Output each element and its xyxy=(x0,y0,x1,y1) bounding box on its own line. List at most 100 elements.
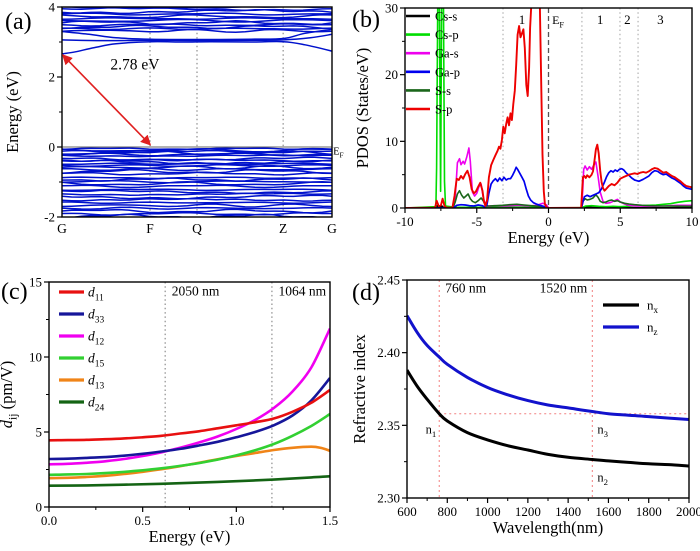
panel-a-label: (a) xyxy=(5,9,32,35)
series-nz xyxy=(407,314,689,421)
kpoint-label-q: Q xyxy=(192,221,202,236)
y-tick-label: 2.35 xyxy=(377,418,400,433)
y-tick-label: 2.40 xyxy=(377,345,400,360)
band-line xyxy=(62,208,332,214)
kpoint-label-z: Z xyxy=(279,221,287,236)
band-line xyxy=(62,171,332,176)
legend-label-d24: d24 xyxy=(88,395,104,414)
x-tick-label: 1000 xyxy=(475,504,501,519)
band-line xyxy=(62,192,332,196)
annotation: 3 xyxy=(657,12,664,27)
panel-c-label: (c) xyxy=(1,279,28,305)
series-d12 xyxy=(49,327,330,466)
y-axis-title: Refractive index xyxy=(350,334,369,444)
x-tick-label: 0 xyxy=(545,214,552,229)
legend-label-d11: d11 xyxy=(88,285,104,304)
series-ga-p xyxy=(405,166,692,208)
kpoint-label-g: G xyxy=(57,221,67,236)
annotation: 1064 nm xyxy=(278,284,326,299)
band-line xyxy=(62,197,332,202)
legend-label-nz: nz xyxy=(647,320,658,338)
x-tick-label: 0.5 xyxy=(135,513,151,528)
band-line xyxy=(62,162,332,166)
x-tick-label: -5 xyxy=(471,214,482,229)
band-line xyxy=(62,12,332,16)
y-tick-label: 2 xyxy=(49,70,56,85)
conduction-band-line xyxy=(62,40,332,55)
y-tick-label: 0 xyxy=(36,500,43,515)
x-tick-label: 1.5 xyxy=(322,513,338,528)
series-d11 xyxy=(49,388,330,442)
conduction-band-line xyxy=(62,28,332,41)
annotation: 1520 nm xyxy=(540,280,588,295)
plot-border xyxy=(406,279,690,499)
y-tick-label: 2.45 xyxy=(377,273,400,288)
band-line xyxy=(62,24,332,30)
annotation: n1 xyxy=(426,422,437,439)
legend-label-ga-s: Ga-s xyxy=(435,47,459,61)
x-tick-label: -10 xyxy=(396,214,413,229)
band-line xyxy=(62,27,332,31)
x-tick-label: 2000 xyxy=(676,504,700,519)
y-tick-label: 20 xyxy=(385,67,398,82)
y-axis-title: dij (pm/V) xyxy=(0,361,20,428)
legend-label-ga-p: Ga-p xyxy=(435,65,460,79)
legend-label-s-p: S-p xyxy=(435,103,452,117)
annotation: 2 xyxy=(624,12,631,27)
band-line xyxy=(62,167,332,172)
x-tick-label: 1600 xyxy=(595,504,621,519)
band-line xyxy=(62,164,332,170)
x-tick-label: 0.0 xyxy=(41,513,57,528)
y-tick-label: 0 xyxy=(392,201,399,216)
series-cs-p xyxy=(405,8,692,208)
band-line xyxy=(62,181,332,186)
band-gap-value: 2.78 eV xyxy=(110,56,160,73)
panel-c-chart: 0.0 0.5 1.0 1.5 0 5 10 15 Energy (eV) dij (pm/V) d… xyxy=(0,275,338,547)
y-tick-label: 0 xyxy=(49,140,56,155)
series-d24 xyxy=(49,475,330,487)
x-axis-title: Energy (eV) xyxy=(149,527,231,546)
band-line xyxy=(62,149,332,154)
band-line xyxy=(62,206,332,210)
band-line xyxy=(62,211,332,216)
fermi-level-label: EF xyxy=(333,147,344,160)
conduction-band-line xyxy=(62,33,332,42)
band-line xyxy=(62,19,332,26)
annotation: 2050 nm xyxy=(172,284,220,299)
band-line xyxy=(62,203,332,208)
y-tick-label: 5 xyxy=(36,425,43,440)
band-line xyxy=(62,17,332,20)
annotation: EF xyxy=(552,13,564,29)
y-tick-label: 4 xyxy=(49,0,56,15)
legend-label-cs-p: Cs-p xyxy=(435,28,459,42)
band-line xyxy=(62,189,332,195)
annotation: 760 nm xyxy=(445,280,486,295)
x-axis-title: Wavelength(nm) xyxy=(493,518,603,537)
band-line xyxy=(62,201,332,205)
band-line xyxy=(62,184,332,189)
y-tick-label: 30 xyxy=(385,1,398,16)
annotation: 1 xyxy=(597,12,604,27)
y-tick-label: 10 xyxy=(385,134,398,149)
band-line xyxy=(62,147,332,153)
x-tick-label: 1400 xyxy=(555,504,581,519)
panel-b-label: (b) xyxy=(352,7,380,33)
y-tick-label: -2 xyxy=(44,210,55,225)
panel-b-chart: -10 -5 0 5 10 0 10 20 30 Energy (eV) PDOS (States/… xyxy=(353,1,699,248)
y-tick-label: 2.30 xyxy=(377,491,400,506)
band-line xyxy=(62,159,332,165)
band-line xyxy=(62,8,332,15)
x-axis-title: Energy (eV) xyxy=(508,228,590,247)
panel-a-chart: -2 0 2 4 G F Q Z G Energy (eV) EF 2.78 eV xyxy=(3,0,344,236)
series-nx xyxy=(407,369,689,468)
legend-label-nx: nx xyxy=(647,298,659,316)
legend-label-s-s: S-s xyxy=(435,84,451,98)
legend-label-d15: d15 xyxy=(88,351,104,370)
kpoint-label-f: F xyxy=(146,221,154,236)
y-axis-title: PDOS (States/eV) xyxy=(353,48,372,169)
band-line xyxy=(62,154,332,158)
legend-label-d33: d33 xyxy=(88,307,104,326)
x-tick-label: 800 xyxy=(438,504,458,519)
x-tick-label: 5 xyxy=(617,214,624,229)
